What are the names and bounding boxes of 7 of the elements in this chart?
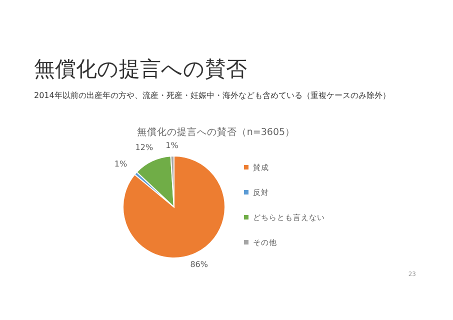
data-label: 1% xyxy=(114,159,128,168)
data-label: 12% xyxy=(135,142,154,152)
annotation: 無償化の提言への賛否 xyxy=(34,57,247,81)
data-label: 86% xyxy=(190,260,208,270)
annotation: 2014年以前の出産年の方や、流産・死産・妊娠中・海外なども含めている（重複ケースのみ除外） xyxy=(34,91,390,100)
data-label: 1% xyxy=(166,141,179,150)
chart-title: 無償化の提言への賛否（n=3605） xyxy=(136,126,296,138)
